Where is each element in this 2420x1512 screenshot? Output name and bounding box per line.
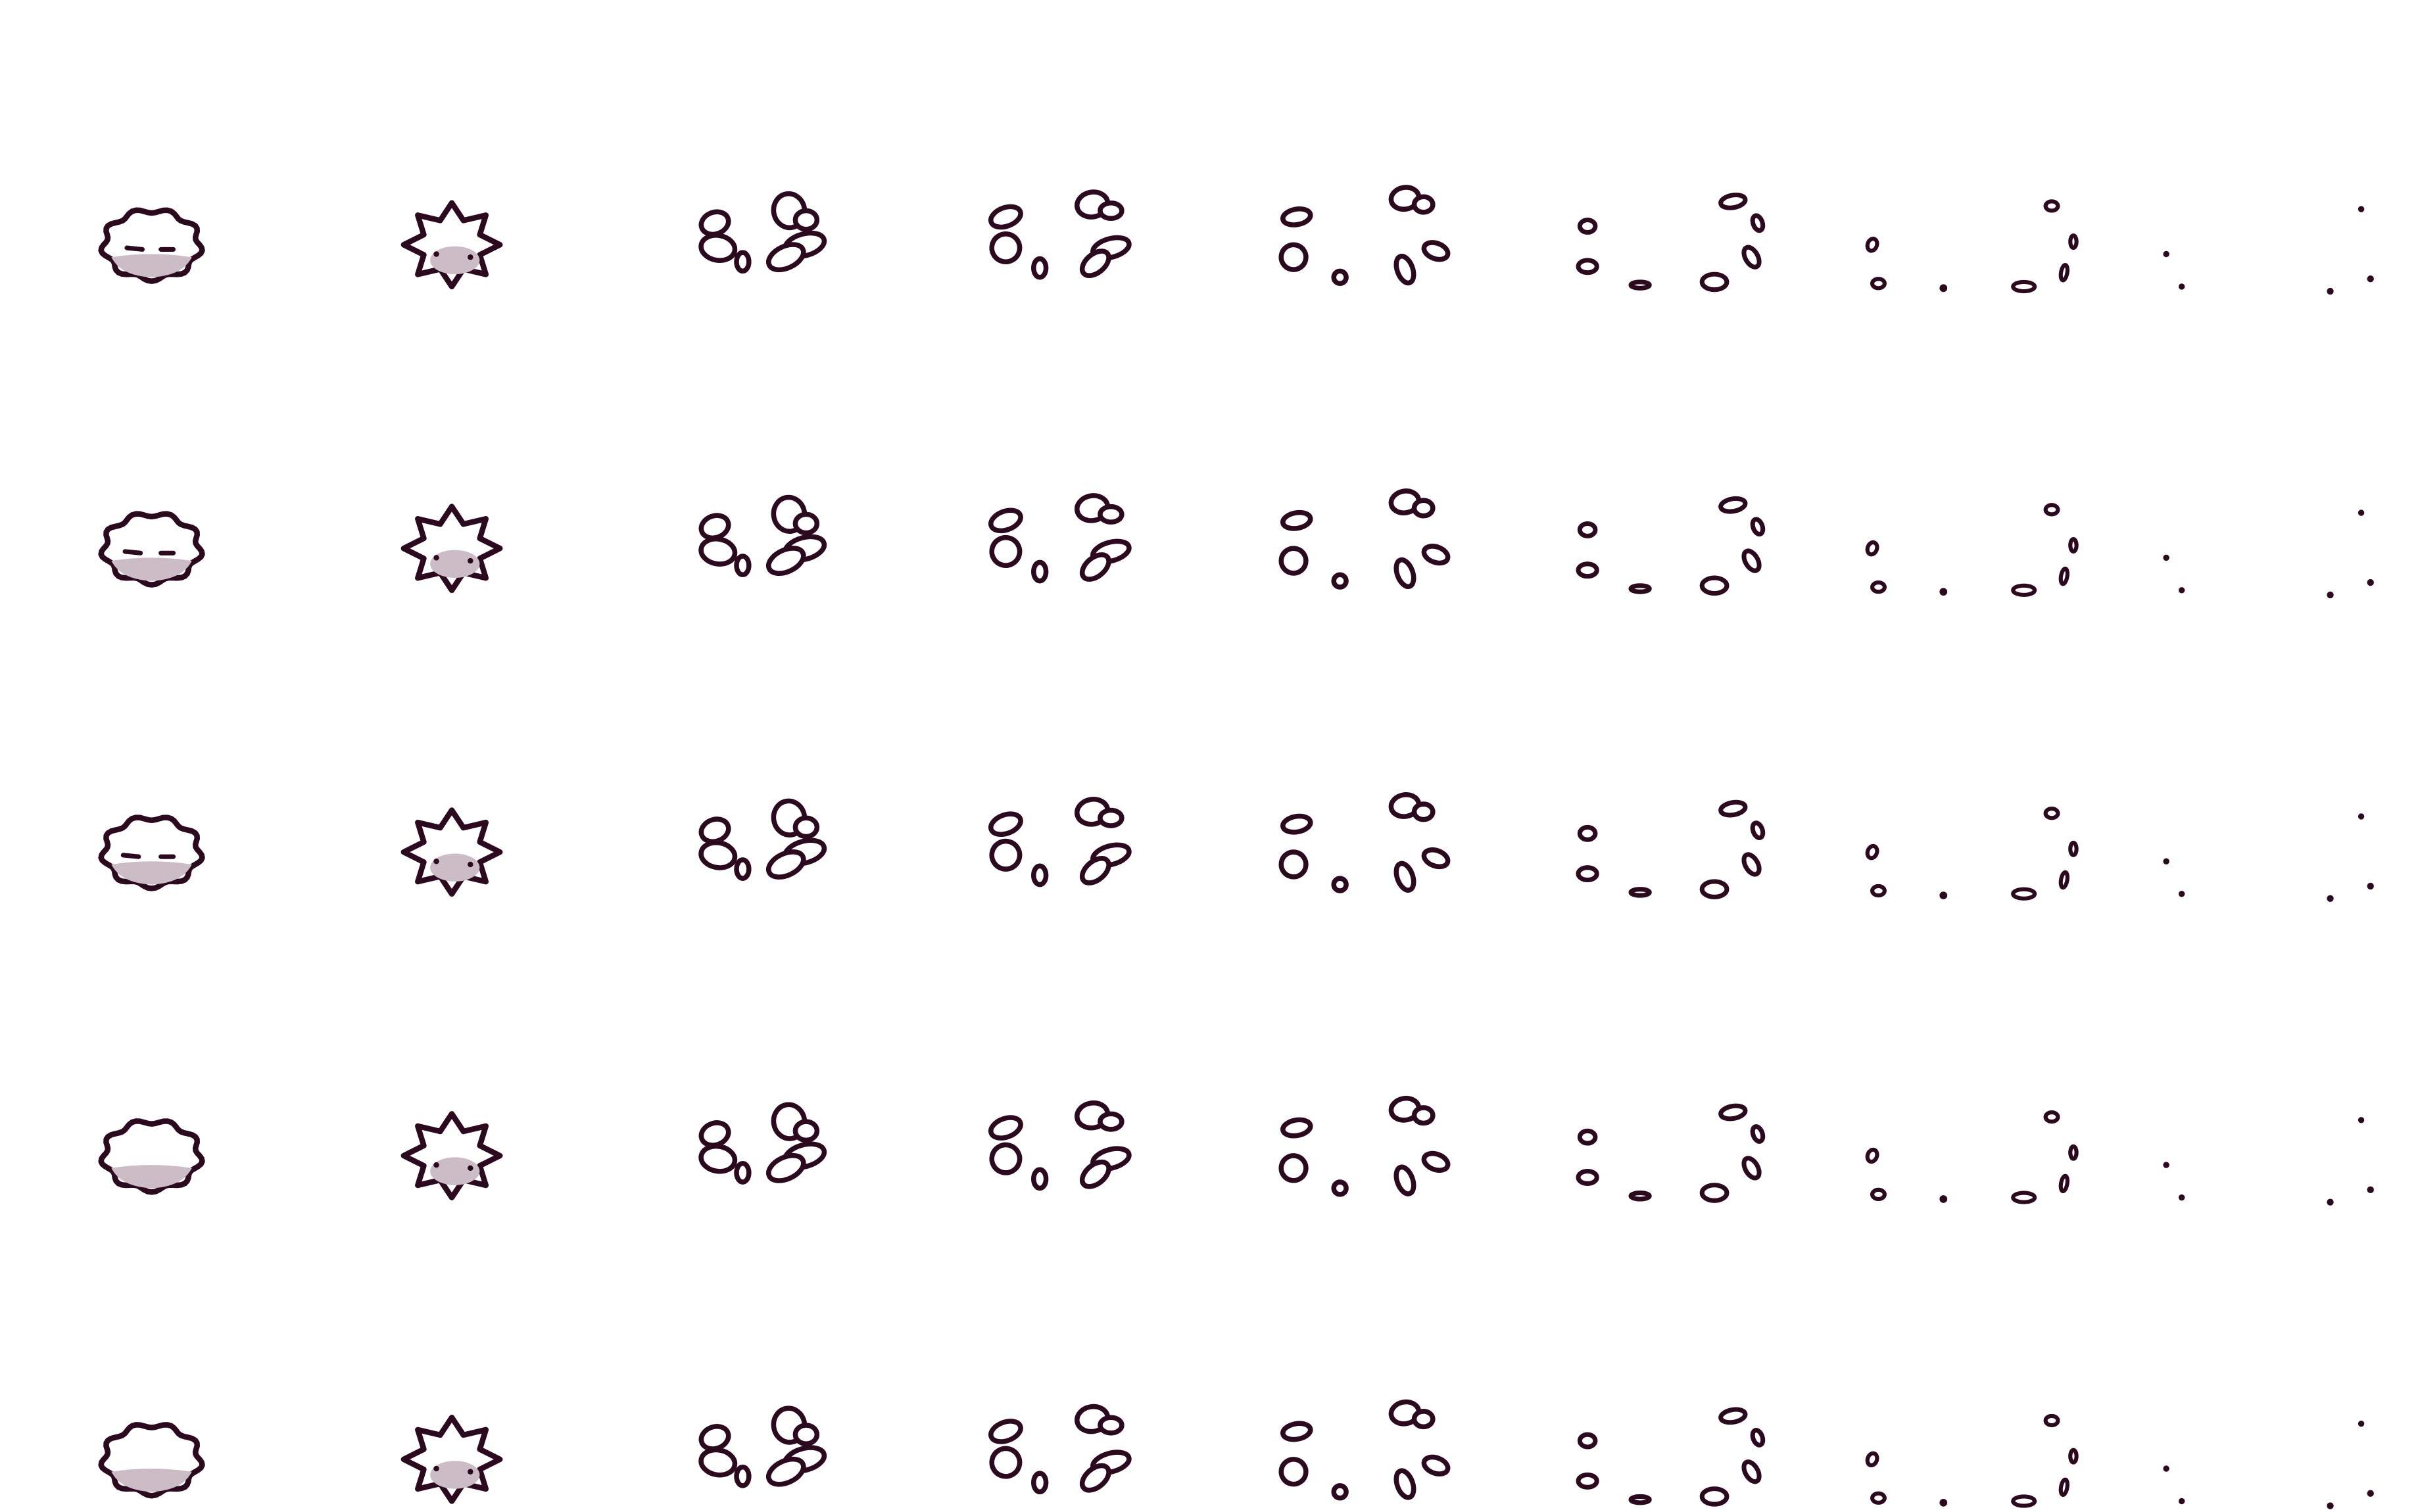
sprite-frame-fragments-row-1 [1576, 192, 1766, 293]
sprite-frame-burst-row-5 [400, 1415, 503, 1504]
sprite-frame-fragments-row-4 [1576, 1103, 1766, 1203]
sprite-frame-burst-row-3 [400, 807, 503, 897]
sprite-frame-puff-row-3 [98, 815, 205, 891]
sprite-frame-specks-row-5 [2163, 1420, 2374, 1509]
sprite-frame-dust-row-3 [1865, 807, 2079, 901]
sprite-frame-specks-row-2 [2163, 509, 2374, 599]
sprite-frame-break-apart-row-4 [698, 1102, 827, 1185]
sprite-frame-dust-row-1 [1865, 199, 2079, 294]
sprite-frame-scatter-wide-row-3 [1278, 791, 1451, 893]
sprite-frame-scatter-row-5 [988, 1404, 1132, 1495]
sprite-frame-burst-row-2 [400, 504, 503, 594]
sprite-frame-break-apart-row-3 [698, 798, 827, 881]
sprite-frame-scatter-wide-row-4 [1278, 1095, 1451, 1197]
sprite-frame-puff-row-5 [98, 1422, 205, 1499]
sprite-frame-scatter-row-1 [988, 189, 1132, 280]
sprite-frame-fragments-row-3 [1576, 799, 1766, 899]
sprite-frame-scatter-row-2 [988, 493, 1132, 584]
sprite-frame-burst-row-4 [400, 1111, 503, 1200]
sprite-frame-burst-row-1 [400, 200, 503, 290]
sprite-frame-puff-row-2 [98, 511, 205, 588]
sprite-frame-scatter-wide-row-2 [1278, 488, 1451, 590]
sprite-frame-fragments-row-5 [1576, 1407, 1766, 1507]
sprite-frame-puff-row-4 [98, 1118, 205, 1195]
sprite-frame-break-apart-row-1 [698, 191, 827, 274]
sprite-frame-dust-row-5 [1865, 1413, 2079, 1508]
sprite-frame-scatter-wide-row-5 [1278, 1399, 1451, 1501]
sprite-frame-break-apart-row-5 [698, 1406, 827, 1488]
sprite-frame-dust-row-4 [1865, 1110, 2079, 1204]
sprite-frame-specks-row-3 [2163, 813, 2374, 902]
sprite-frame-specks-row-4 [2163, 1117, 2374, 1206]
sprite-frame-scatter-row-4 [988, 1100, 1132, 1191]
sprite-frame-break-apart-row-2 [698, 494, 827, 578]
sprite-frame-scatter-wide-row-1 [1278, 185, 1451, 287]
sprite-frame-scatter-row-3 [988, 797, 1132, 887]
sprite-frame-fragments-row-2 [1576, 496, 1766, 596]
sprite-frame-specks-row-1 [2163, 206, 2374, 295]
sprite-frame-dust-row-2 [1865, 503, 2079, 597]
sprite-frame-puff-row-1 [98, 207, 205, 284]
